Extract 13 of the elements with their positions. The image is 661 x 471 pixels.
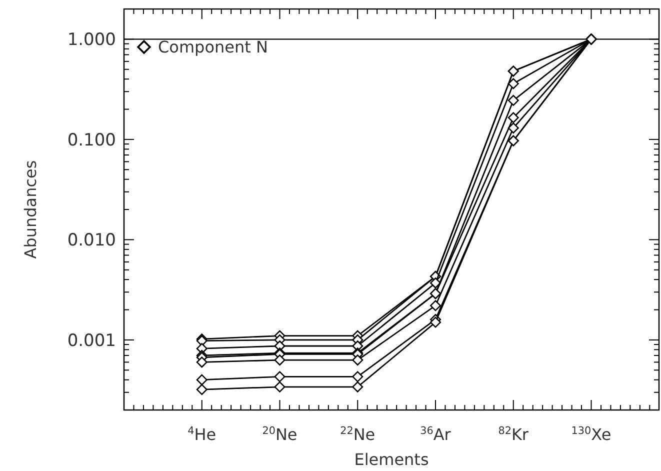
x-axis-title: Elements bbox=[354, 450, 429, 469]
x-tick-label: $^{130}$Xe bbox=[571, 425, 612, 444]
x-tick-label: $^{20}$Ne bbox=[262, 425, 298, 444]
y-tick-label: 0.100 bbox=[67, 130, 116, 150]
y-tick-label: 1.000 bbox=[67, 30, 116, 50]
legend-label: Component N bbox=[158, 38, 268, 57]
x-tick-label: $^{4}$He bbox=[188, 425, 216, 444]
y-tick-label: 0.010 bbox=[67, 230, 116, 251]
x-tick-label: $^{36}$Ar bbox=[420, 425, 452, 444]
x-tick-label: $^{82}$Kr bbox=[498, 425, 529, 444]
x-tick-label: $^{22}$Ne bbox=[340, 425, 376, 444]
y-axis-title: Abundances bbox=[21, 160, 40, 259]
y-tick-label: 0.001 bbox=[67, 330, 116, 351]
